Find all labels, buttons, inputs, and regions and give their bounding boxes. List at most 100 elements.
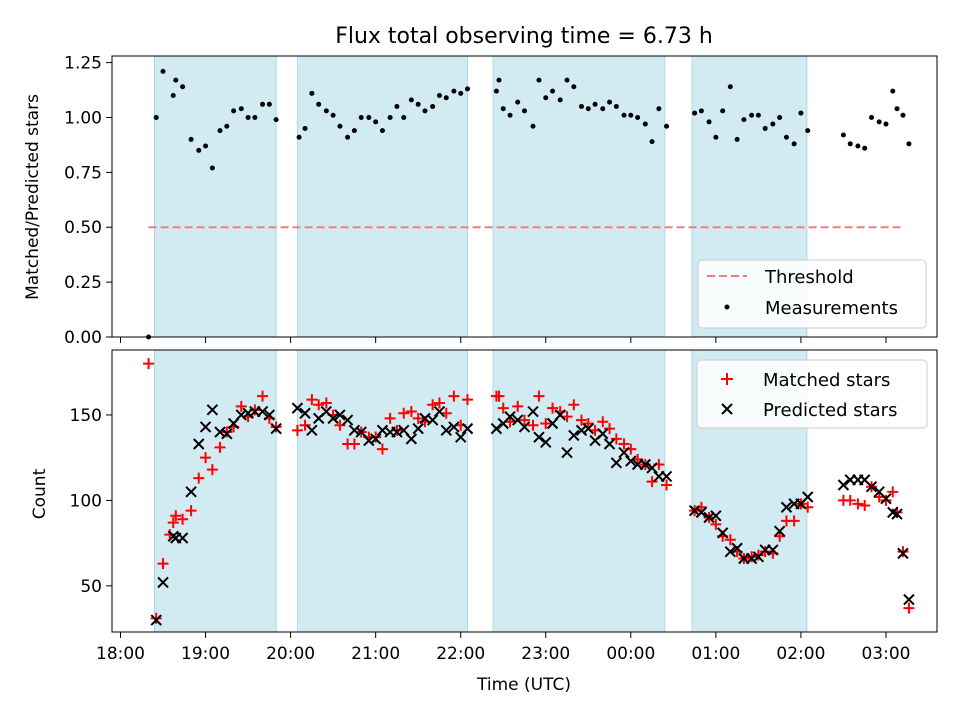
measurement-point (188, 136, 194, 142)
measurement-point (496, 77, 502, 83)
predicted-star-marker (837, 479, 850, 491)
measurement-point (366, 114, 372, 120)
predicted-star-marker (363, 434, 375, 447)
predicted-star-marker (646, 462, 658, 474)
measurement-point (791, 141, 797, 147)
predicted-star-marker (341, 414, 354, 426)
measurement-point (337, 123, 343, 129)
measurement-point (345, 134, 351, 140)
measurement-point (224, 123, 230, 129)
measurement-point (550, 88, 556, 94)
predicted-star-marker (745, 552, 758, 565)
predicted-star-marker (185, 486, 197, 498)
predicted-star-marker (461, 422, 474, 435)
bottom-axes-frame (111, 349, 938, 633)
measurement-point (777, 114, 783, 120)
measurement-point (408, 97, 414, 103)
matched-star-marker (200, 452, 212, 464)
measurement-point (273, 117, 279, 123)
matched-star-marker (646, 476, 658, 488)
matched-star-marker (568, 399, 580, 411)
matched-star-marker (504, 416, 516, 428)
predicted-star-marker (214, 426, 226, 438)
predicted-star-marker (880, 492, 892, 505)
predicted-star-marker (270, 422, 282, 435)
predicted-star-marker (327, 412, 339, 425)
matched-star-marker (540, 417, 552, 429)
predicted-star-marker (610, 457, 623, 469)
predicted-star-marker (405, 433, 418, 445)
matched-star-marker (270, 421, 282, 433)
x-tick-label: 19:00 (181, 644, 230, 664)
predicted-star-marker (206, 404, 219, 416)
top-y-tick-label: 0.25 (64, 273, 102, 293)
matched-star-marker (561, 411, 573, 423)
predicted-star-marker (618, 446, 630, 459)
measurement-point (170, 93, 176, 99)
top-y-tick-label: 0.00 (64, 328, 102, 348)
predicted-star-marker (291, 402, 304, 414)
measurement-point (906, 141, 912, 147)
predicted-star-marker (897, 547, 909, 560)
matched-star-marker (193, 472, 205, 484)
matched-star-marker (167, 517, 179, 529)
x-tick-label: 22:00 (436, 644, 485, 664)
matched-star-marker (299, 419, 311, 431)
measurement-point (203, 143, 209, 149)
measurement-point (656, 106, 662, 112)
measurement-point (443, 95, 449, 101)
measurement-point (840, 132, 846, 138)
measurement-point (465, 86, 471, 92)
predicted-star-marker (865, 481, 878, 493)
top-y-axis-ticks: 0.00 0.25 0.50 0.75 1.00 1.25 (64, 54, 112, 348)
predicted-star-marker (716, 527, 729, 539)
predicted-star-marker (625, 455, 637, 467)
bottom-y-axis-ticks: 50 100 150 (70, 406, 112, 597)
measurement-point (238, 106, 244, 112)
measurement-point (500, 106, 506, 112)
matched-star-marker (493, 390, 505, 402)
matched-star-marker (903, 602, 915, 614)
predicted-star-marker (597, 428, 609, 440)
x-tick-label: 01:00 (691, 644, 740, 664)
measurement-point (422, 108, 428, 114)
measurement-point (883, 121, 889, 127)
matched-star-marker (320, 397, 332, 409)
predicted-star-marker (504, 410, 516, 423)
bottom-panel: 50 100 150 18:00 19:00 20:00 21:00 22:00 23:00 0… (30, 349, 938, 695)
predicted-star-marker (440, 424, 452, 437)
top-y-tick-label: 1.00 (64, 108, 102, 128)
measurement-point (578, 103, 584, 109)
matched-star-marker (448, 390, 460, 402)
measurement-point (628, 112, 634, 118)
matched-star-marker (880, 494, 892, 506)
bottom-y-tick-label: 150 (70, 406, 102, 426)
measurement-point (296, 134, 302, 140)
predicted-star-marker (306, 424, 318, 437)
measurement-point (436, 93, 442, 99)
matched-star-marker (519, 414, 530, 426)
matched-star-marker (710, 518, 722, 530)
matched-star-marker (497, 402, 509, 414)
measurement-point (900, 112, 906, 118)
predicted-star-marker (176, 532, 189, 544)
measurement-point (536, 77, 542, 83)
predicted-star-marker (334, 409, 346, 421)
measurement-point (245, 114, 251, 120)
measurement-point (330, 112, 336, 118)
measurement-point (309, 90, 315, 96)
measurement-point (564, 77, 570, 83)
measurement-point (720, 108, 726, 114)
measurement-point (522, 108, 527, 114)
x-tick-label: 20:00 (266, 644, 315, 664)
measurement-point (713, 134, 719, 140)
bottom-shaded-interval (154, 349, 277, 633)
predicted-star-marker (256, 405, 269, 418)
predicted-star-markers (150, 402, 915, 626)
predicted-star-marker (412, 422, 424, 435)
matched-star-marker (724, 534, 736, 546)
legend-measurement-swatch (724, 304, 730, 310)
top-y-tick-label: 0.50 (64, 218, 102, 238)
matched-star-marker (859, 500, 871, 512)
x-tick-label: 18:00 (96, 644, 145, 664)
